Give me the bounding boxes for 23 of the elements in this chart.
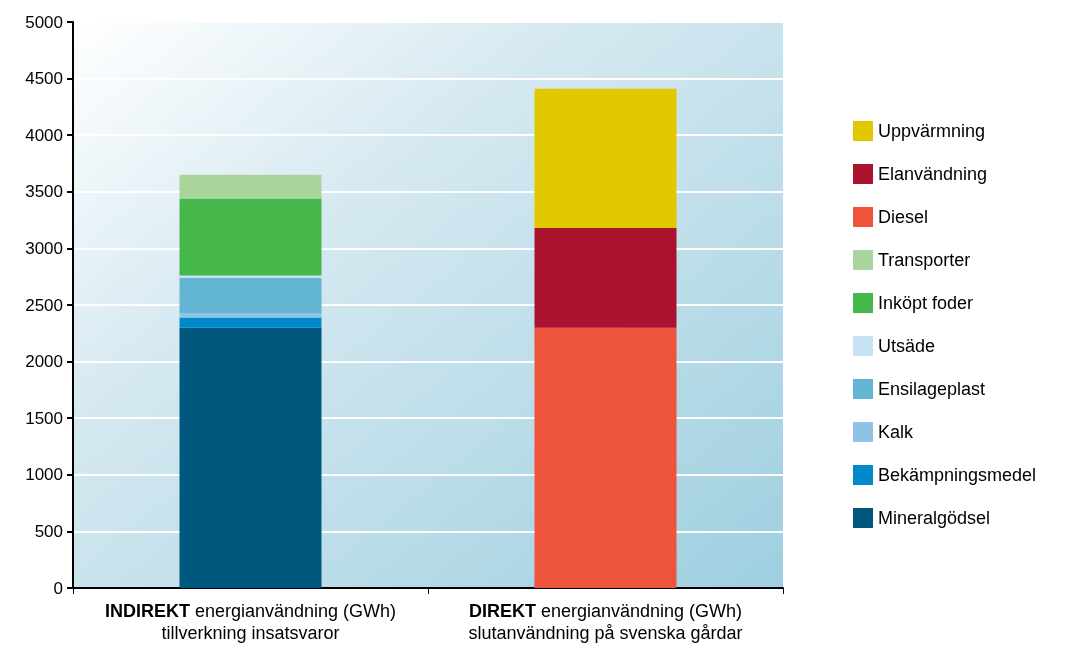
- x-tick-label: INDIREKT energianvändning (GWh) tillverkning insatsvaror: [104, 601, 397, 643]
- y-tick-label: 0: [53, 578, 63, 598]
- legend-label: Elanvändning: [878, 164, 988, 184]
- y-tick-label: 2000: [25, 352, 63, 372]
- y-tick-label: 4500: [25, 69, 63, 89]
- legend-label: Transporter: [878, 250, 971, 270]
- legend-label: Diesel: [878, 207, 929, 227]
- y-tick-label: 1500: [25, 408, 63, 428]
- y-tick-label: 5000: [25, 12, 63, 32]
- y-tick-label: 1000: [25, 465, 63, 485]
- legend-label: Mineralgödsel: [878, 508, 991, 528]
- legend-label: Ensilageplast: [878, 379, 986, 399]
- y-tick-label: 2500: [25, 295, 63, 315]
- legend-label: Kalk: [878, 422, 915, 442]
- legend-label: Uppvärmning: [878, 121, 986, 141]
- x-tick-label: DIREKT energianvändning (GWh) slutanvändning på svenska gårdar: [468, 601, 743, 643]
- y-tick-label: 500: [34, 521, 63, 541]
- legend-label: Utsäde: [878, 336, 936, 356]
- legend-label: Bekämpningsmedel: [878, 465, 1037, 485]
- y-tick-label: 4000: [25, 125, 63, 145]
- legend-label: Inköpt foder: [878, 293, 974, 313]
- y-tick-label: 3500: [25, 182, 63, 202]
- y-tick-label: 3000: [25, 238, 63, 258]
